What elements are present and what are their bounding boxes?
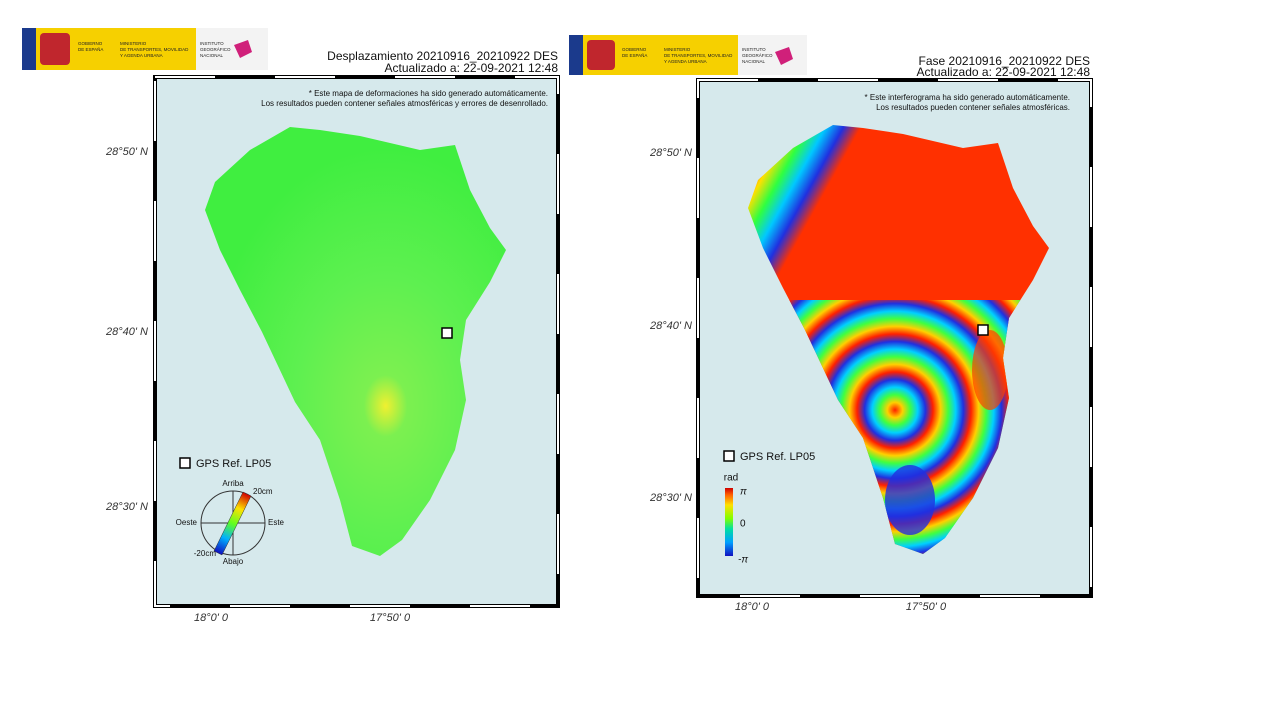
ign-icon [234, 40, 252, 58]
compass: Arriba Abajo Oeste Este 20cm -20cm [176, 479, 285, 566]
logo-text: GOBIERNO [78, 41, 103, 46]
map-subtitle: Actualizado a: 22-09-2021 12:48 [917, 65, 1091, 79]
colorbar-label: π [740, 487, 747, 498]
note: * Este interferograma ha sido generado a… [865, 93, 1070, 102]
logo-text: DE TRANSPORTES, MOVILIDAD [120, 47, 189, 52]
legend-symbol [179, 457, 191, 469]
map-title: Fase 20210916_20210922 DES [919, 54, 1090, 68]
logo-text: DE ESPAÑA [622, 52, 647, 58]
logo-text: INSTITUTO [742, 47, 766, 52]
logo-text: GEOGRÁFICO [742, 52, 773, 58]
fringe-patch [885, 465, 935, 535]
note: Los resultados pueden contener señales a… [876, 103, 1070, 112]
logo-text: Y AGENDA URBANA [664, 59, 707, 64]
lat-label: 28°50' N [105, 146, 148, 158]
lat-label: 28°50' N [649, 147, 692, 159]
coat-of-arms [587, 40, 615, 70]
compass-label: Oeste [176, 518, 198, 527]
logo-text: DE TRANSPORTES, MOVILIDAD [664, 53, 733, 58]
legend-label: GPS Ref. LP05 [196, 458, 271, 470]
coat-of-arms [40, 33, 70, 65]
eu-flag [22, 28, 36, 70]
note: * Este mapa de deformaciones ha sido gen… [309, 89, 548, 98]
legend-label: GPS Ref. LP05 [740, 451, 815, 463]
lon-label: 17°50' 0 [906, 601, 947, 613]
gps-marker [977, 324, 989, 336]
colorbar-label: -π [738, 555, 748, 566]
logo-text: MINISTERIO [120, 41, 147, 46]
logo: GOBIERNO DE ESPAÑA MINISTERIO DE TRANSPO… [22, 28, 268, 70]
logo-text: MINISTERIO [664, 47, 691, 52]
map-subtitle: Actualizado a: 22-09-2021 12:48 [385, 61, 559, 75]
logo-text: Y AGENDA URBANA [120, 53, 163, 58]
fringe-patch [972, 330, 1008, 410]
lat-label: 28°40' N [105, 326, 148, 338]
compass-colorbar [213, 491, 252, 556]
compass-label: Este [268, 518, 285, 527]
lat-label: 28°40' N [649, 320, 692, 332]
compass-label: Abajo [223, 557, 244, 566]
colorbar-unit: rad [724, 473, 738, 484]
logo-text: DE ESPAÑA [78, 46, 103, 52]
frame-ticks [154, 76, 559, 607]
logo-text: NACIONAL [200, 53, 224, 58]
lon-label: 17°50' 0 [370, 612, 411, 624]
logo-text: GOBIERNO [622, 47, 647, 52]
eu-flag [569, 35, 583, 75]
lat-label: 28°30' N [105, 501, 148, 513]
lat-label: 28°30' N [649, 492, 692, 504]
compass-label: -20cm [194, 549, 217, 558]
lon-label: 18°0' 0 [735, 601, 770, 613]
gps-marker [441, 327, 453, 339]
note: Los resultados pueden contener señales a… [261, 99, 548, 108]
compass-label: 20cm [253, 487, 273, 496]
colorbar [725, 488, 733, 556]
legend-symbol [723, 450, 735, 462]
frame-ticks [697, 79, 1092, 597]
logo: GOBIERNO DE ESPAÑA MINISTERIO DE TRANSPO… [569, 35, 807, 75]
logo-text: NACIONAL [742, 59, 766, 64]
logo-text: GEOGRÁFICO [200, 46, 231, 52]
colorbar-label: 0 [740, 519, 746, 530]
ign-icon [775, 47, 793, 65]
map-title: Desplazamiento 20210916_20210922 DES [327, 49, 558, 63]
lon-label: 18°0' 0 [194, 612, 229, 624]
right-panel: GOBIERNO DE ESPAÑA MINISTERIO DE TRANSPO… [569, 35, 1093, 613]
compass-label: Arriba [222, 479, 244, 488]
logo-text: INSTITUTO [200, 41, 224, 46]
left-panel: GOBIERNO DE ESPAÑA MINISTERIO DE TRANSPO… [22, 28, 560, 624]
